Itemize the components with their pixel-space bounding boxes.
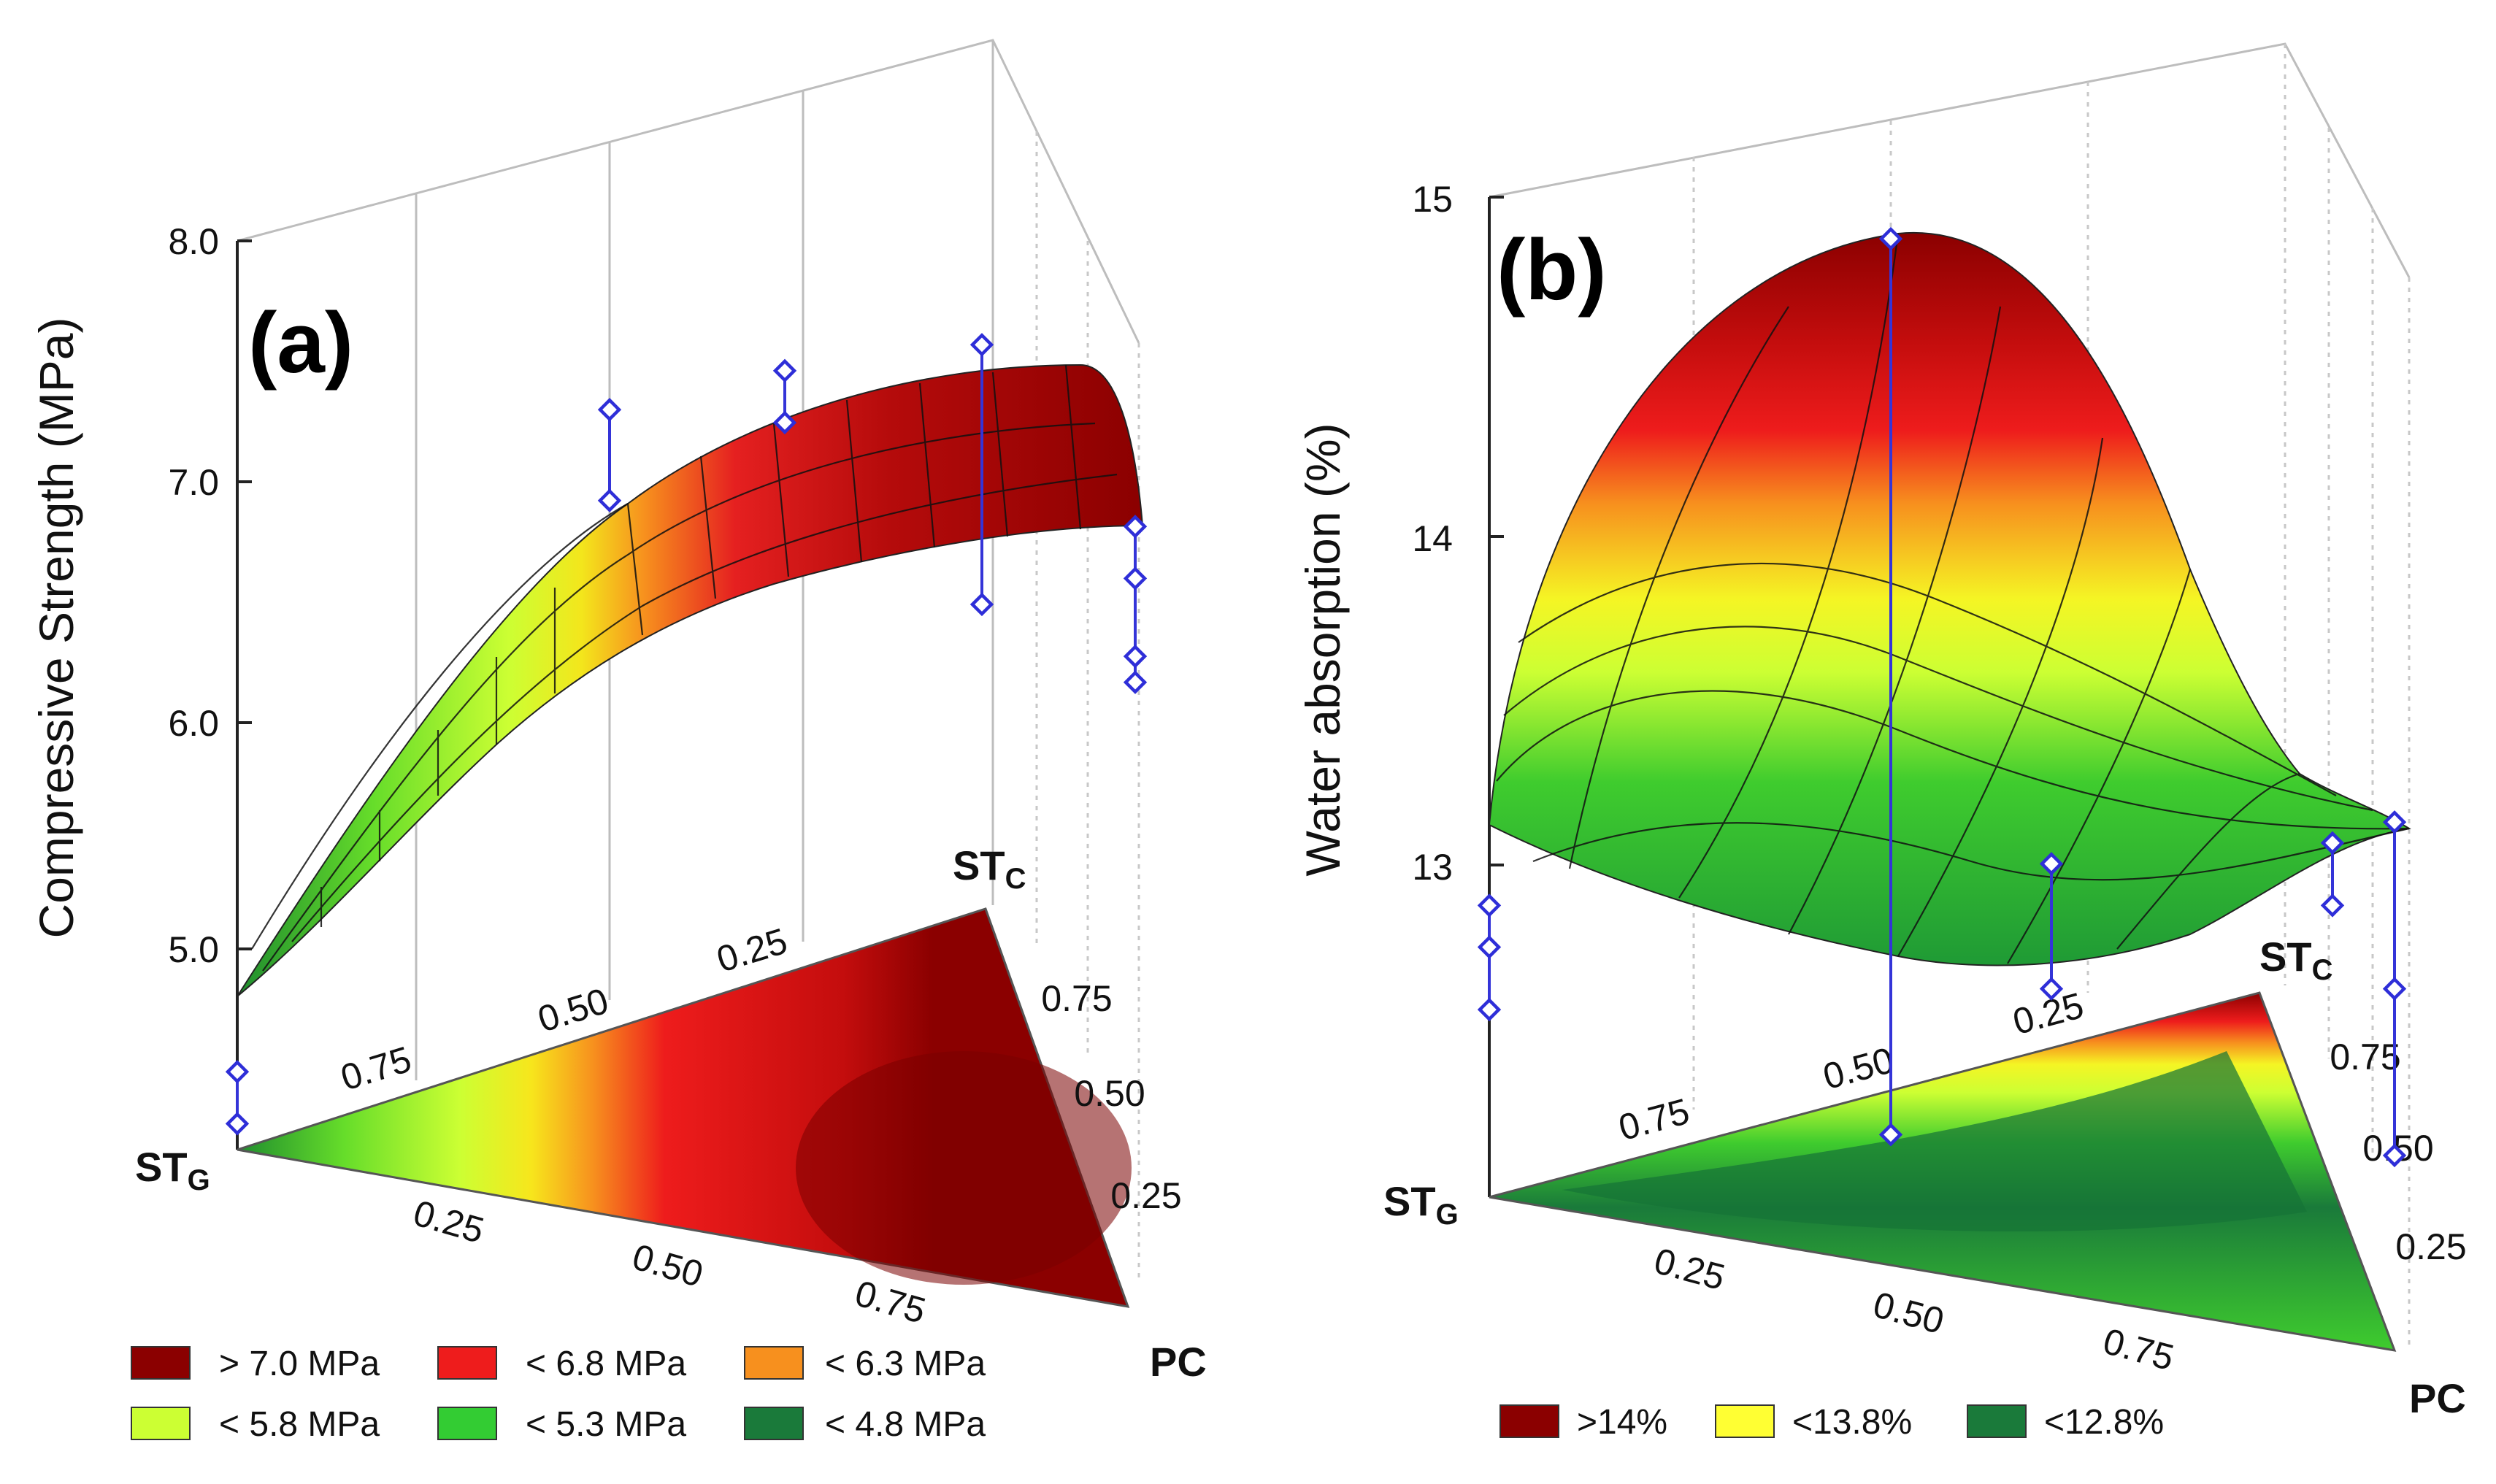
observed-point — [1477, 893, 1502, 918]
panel-a-edge-tick: 0.50 — [1074, 1073, 1145, 1114]
panel-a: 8.0 7.0 6.0 5.0 Compressive Strength (MP… — [29, 39, 1207, 1444]
legend-swatch — [744, 1346, 804, 1380]
observed-point — [2382, 810, 2407, 834]
legend-swatch — [1967, 1404, 2027, 1438]
legend-label: < 6.3 MPa — [825, 1345, 986, 1383]
observed-point — [1123, 566, 1148, 591]
panel-a-z-tick: 5.0 — [168, 929, 219, 970]
legend-swatch — [131, 1407, 191, 1440]
panel-b-vertex-stc: STC — [2259, 934, 2332, 986]
panel-b-z-tick: 14 — [1412, 518, 1453, 559]
observed-point — [1123, 644, 1148, 669]
legend-label: >14% — [1577, 1403, 1667, 1442]
legend-label: < 5.8 MPa — [219, 1405, 380, 1444]
observed-point — [2320, 831, 2345, 855]
observed-point — [969, 333, 994, 357]
observed-point — [1878, 1123, 1903, 1147]
panel-b-contour-min — [1562, 1051, 2307, 1232]
panel-b-observed-points — [1477, 226, 2407, 1168]
panel-b-vertex-stg: STG — [1383, 1178, 1459, 1231]
observed-point — [1123, 515, 1148, 539]
legend-label: <12.8% — [2044, 1403, 2164, 1442]
panel-b-z-tick: 13 — [1412, 847, 1453, 888]
panel-b-mesh — [1496, 233, 2410, 964]
legend-swatch — [437, 1346, 497, 1380]
panel-b-z-title: Water absorption (%) — [1296, 423, 1350, 876]
legend-swatch — [1499, 1404, 1559, 1438]
panel-a-surface — [237, 364, 1144, 997]
panel-a-vertex-stg: STG — [135, 1144, 210, 1196]
observed-point — [2039, 852, 2064, 876]
observed-point — [2382, 977, 2407, 1001]
observed-point — [1123, 670, 1148, 694]
legend-swatch — [744, 1407, 804, 1440]
panel-a-z-tick: 7.0 — [168, 462, 219, 503]
legend-label: < 5.3 MPa — [526, 1405, 686, 1444]
observed-point — [969, 592, 994, 617]
panel-a-edge-tick: 0.50 — [533, 980, 613, 1040]
observed-point — [225, 1112, 250, 1136]
panel-a-vertex-stc: STC — [953, 842, 1026, 895]
legend-swatch — [131, 1346, 191, 1380]
observed-point — [772, 410, 797, 435]
panel-b-edge-tick: 0.25 — [2395, 1226, 2466, 1267]
panel-a-vertex-pc: PC — [1150, 1339, 1207, 1385]
panel-a-observed-points — [225, 333, 1148, 1136]
panel-a-legend: > 7.0 MPa < 6.8 MPa < 6.3 MPa < 5.8 MPa … — [131, 1345, 986, 1444]
observed-point — [2039, 977, 2064, 1001]
panel-a-z-title: Compressive Strength (MPa) — [29, 318, 83, 939]
observed-point — [2320, 893, 2345, 918]
panel-b: 15 14 13 Water absorption (%) 0.75 0.50 … — [1296, 42, 2467, 1442]
observed-point — [772, 358, 797, 383]
observed-point — [1477, 935, 1502, 959]
panel-b-edge-tick: 0.25 — [1650, 1240, 1729, 1298]
panel-a-mesh — [251, 364, 1118, 972]
panel-a-contour-max — [796, 1051, 1132, 1285]
observed-point — [1878, 226, 1903, 251]
panel-b-edge-tick: 0.50 — [1869, 1284, 1948, 1342]
panel-b-edge-tick: 0.75 — [1614, 1091, 1694, 1148]
legend-swatch — [437, 1407, 497, 1440]
panel-a-edge-tick: 0.75 — [336, 1039, 415, 1099]
observed-point — [225, 1060, 250, 1084]
panel-b-label: (b) — [1497, 222, 1607, 318]
panel-b-edge-tick: 0.75 — [2330, 1037, 2400, 1077]
panel-a-edge-tick: 0.25 — [1110, 1175, 1181, 1216]
panel-b-edge-tick: 0.50 — [1819, 1039, 1898, 1097]
panel-b-surface — [1488, 231, 2411, 966]
legend-label: <13.8% — [1792, 1403, 1912, 1442]
panel-b-vertex-pc: PC — [2409, 1375, 2466, 1421]
panel-a-z-tick: 8.0 — [168, 221, 219, 262]
panel-a-edge-tick: 0.75 — [1041, 978, 1112, 1019]
panel-a-z-tick: 6.0 — [168, 703, 219, 744]
panel-a-label: (a) — [248, 295, 353, 391]
panel-b-edge-tick: 0.75 — [2099, 1320, 2178, 1378]
panel-a-edge-tick: 0.75 — [850, 1272, 930, 1331]
observed-point — [597, 398, 622, 422]
observed-point — [1477, 997, 1502, 1022]
observed-point — [597, 488, 622, 512]
observed-point — [2382, 1143, 2407, 1168]
panel-b-z-tick: 15 — [1412, 179, 1453, 220]
legend-label: < 6.8 MPa — [526, 1345, 686, 1383]
panel-a-edge-tick: 0.50 — [628, 1236, 707, 1295]
panel-a-edge-tick: 0.25 — [712, 920, 791, 980]
legend-label: < 4.8 MPa — [825, 1405, 986, 1444]
panel-a-edge-tick: 0.25 — [409, 1192, 488, 1251]
panel-b-legend: >14% <13.8% <12.8% — [1499, 1403, 2164, 1442]
legend-label: > 7.0 MPa — [219, 1345, 380, 1383]
legend-swatch — [1715, 1404, 1775, 1438]
